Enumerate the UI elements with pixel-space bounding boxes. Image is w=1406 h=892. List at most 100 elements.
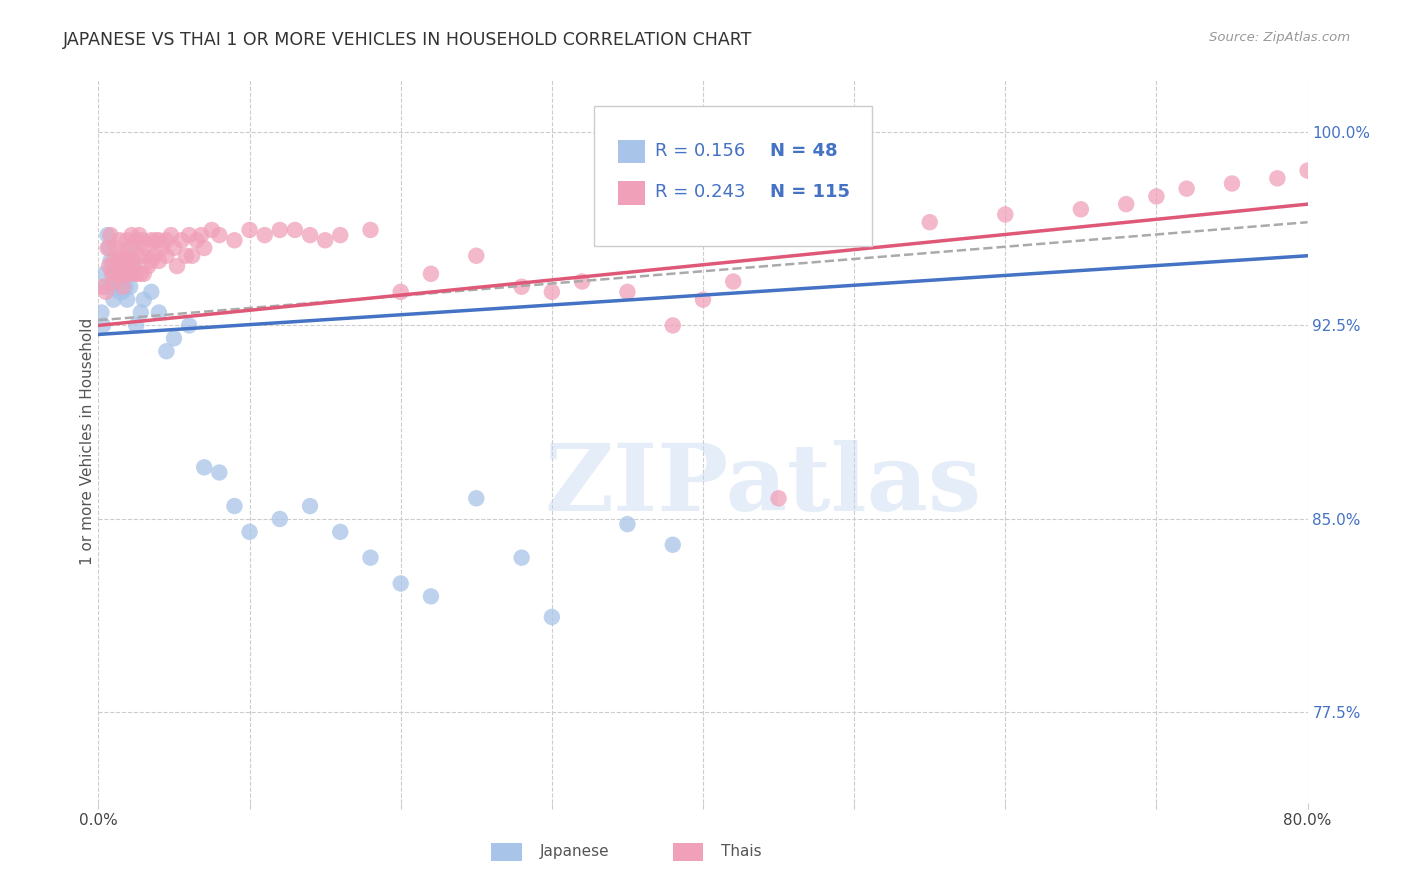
Point bbox=[132, 249, 155, 263]
Point bbox=[115, 233, 138, 247]
Point bbox=[201, 223, 224, 237]
Point bbox=[190, 228, 212, 243]
Text: R = 0.156: R = 0.156 bbox=[655, 142, 745, 160]
Point bbox=[128, 228, 150, 243]
Point bbox=[129, 267, 152, 281]
Point bbox=[1267, 171, 1289, 186]
Point bbox=[148, 233, 170, 247]
Point bbox=[103, 293, 125, 307]
Point bbox=[420, 590, 443, 604]
Point bbox=[141, 285, 163, 299]
Point bbox=[163, 241, 186, 255]
Point bbox=[145, 233, 167, 247]
Point bbox=[193, 460, 215, 475]
Point bbox=[239, 223, 262, 237]
Point bbox=[186, 233, 208, 247]
Point bbox=[181, 249, 204, 263]
Point bbox=[111, 279, 134, 293]
Point bbox=[125, 267, 148, 281]
Point bbox=[132, 267, 155, 281]
Point bbox=[100, 228, 122, 243]
Point bbox=[329, 228, 352, 243]
Point bbox=[108, 233, 131, 247]
Point bbox=[1220, 177, 1243, 191]
Point bbox=[239, 524, 262, 539]
Point bbox=[110, 275, 132, 289]
Bar bbox=[492, 843, 522, 861]
Point bbox=[121, 241, 143, 255]
Point bbox=[131, 233, 153, 247]
Text: N = 48: N = 48 bbox=[769, 142, 837, 160]
Point bbox=[510, 279, 533, 293]
Point bbox=[94, 285, 117, 299]
Point bbox=[465, 249, 488, 263]
Point bbox=[269, 512, 291, 526]
Point bbox=[329, 524, 352, 539]
Point bbox=[1070, 202, 1092, 217]
Point bbox=[121, 259, 143, 273]
Point bbox=[155, 233, 177, 247]
Point bbox=[166, 259, 188, 273]
Point bbox=[91, 318, 114, 333]
Point bbox=[224, 499, 246, 513]
Point bbox=[571, 275, 593, 289]
Point bbox=[540, 285, 562, 299]
Point bbox=[208, 466, 231, 480]
Point bbox=[918, 215, 941, 229]
Point bbox=[1115, 197, 1137, 211]
Point bbox=[174, 249, 197, 263]
Point bbox=[127, 249, 149, 263]
Point bbox=[723, 275, 745, 289]
Point bbox=[141, 233, 163, 247]
Point bbox=[111, 285, 134, 299]
Point bbox=[112, 267, 135, 281]
Point bbox=[107, 267, 129, 281]
Point bbox=[103, 254, 125, 268]
Point bbox=[465, 491, 488, 506]
Point bbox=[616, 285, 638, 299]
Point bbox=[510, 550, 533, 565]
Point bbox=[314, 233, 336, 247]
Point bbox=[129, 305, 152, 319]
Point bbox=[661, 538, 683, 552]
Point bbox=[179, 228, 201, 243]
Text: Thais: Thais bbox=[721, 844, 762, 859]
Point bbox=[125, 318, 148, 333]
Point bbox=[90, 305, 112, 319]
Text: Source: ZipAtlas.com: Source: ZipAtlas.com bbox=[1209, 31, 1350, 45]
Point bbox=[224, 233, 246, 247]
Point bbox=[96, 241, 118, 255]
Point bbox=[1341, 156, 1364, 170]
Point bbox=[112, 254, 135, 268]
Point bbox=[96, 228, 118, 243]
Point bbox=[155, 344, 177, 359]
Point bbox=[101, 279, 124, 293]
Point bbox=[122, 254, 145, 268]
Bar bbox=[672, 843, 703, 861]
Bar bbox=[619, 140, 645, 163]
Point bbox=[179, 318, 201, 333]
Point bbox=[148, 305, 170, 319]
Point bbox=[94, 279, 117, 293]
Point bbox=[1372, 151, 1395, 165]
Point bbox=[118, 267, 141, 281]
Point bbox=[122, 259, 145, 273]
Point bbox=[98, 259, 121, 273]
Point bbox=[299, 499, 322, 513]
Point bbox=[269, 223, 291, 237]
Point bbox=[994, 207, 1017, 221]
Point bbox=[284, 223, 307, 237]
Point bbox=[420, 267, 443, 281]
Point bbox=[360, 223, 382, 237]
Text: JAPANESE VS THAI 1 OR MORE VEHICLES IN HOUSEHOLD CORRELATION CHART: JAPANESE VS THAI 1 OR MORE VEHICLES IN H… bbox=[63, 31, 752, 49]
Point bbox=[105, 267, 128, 281]
Text: ZIPatlas: ZIPatlas bbox=[546, 440, 981, 530]
Point bbox=[100, 254, 122, 268]
Point bbox=[101, 267, 124, 281]
Point bbox=[1144, 189, 1167, 203]
Text: N = 115: N = 115 bbox=[769, 183, 849, 202]
Point bbox=[389, 576, 412, 591]
FancyBboxPatch shape bbox=[595, 105, 872, 246]
Point bbox=[193, 241, 215, 255]
Point bbox=[148, 254, 170, 268]
